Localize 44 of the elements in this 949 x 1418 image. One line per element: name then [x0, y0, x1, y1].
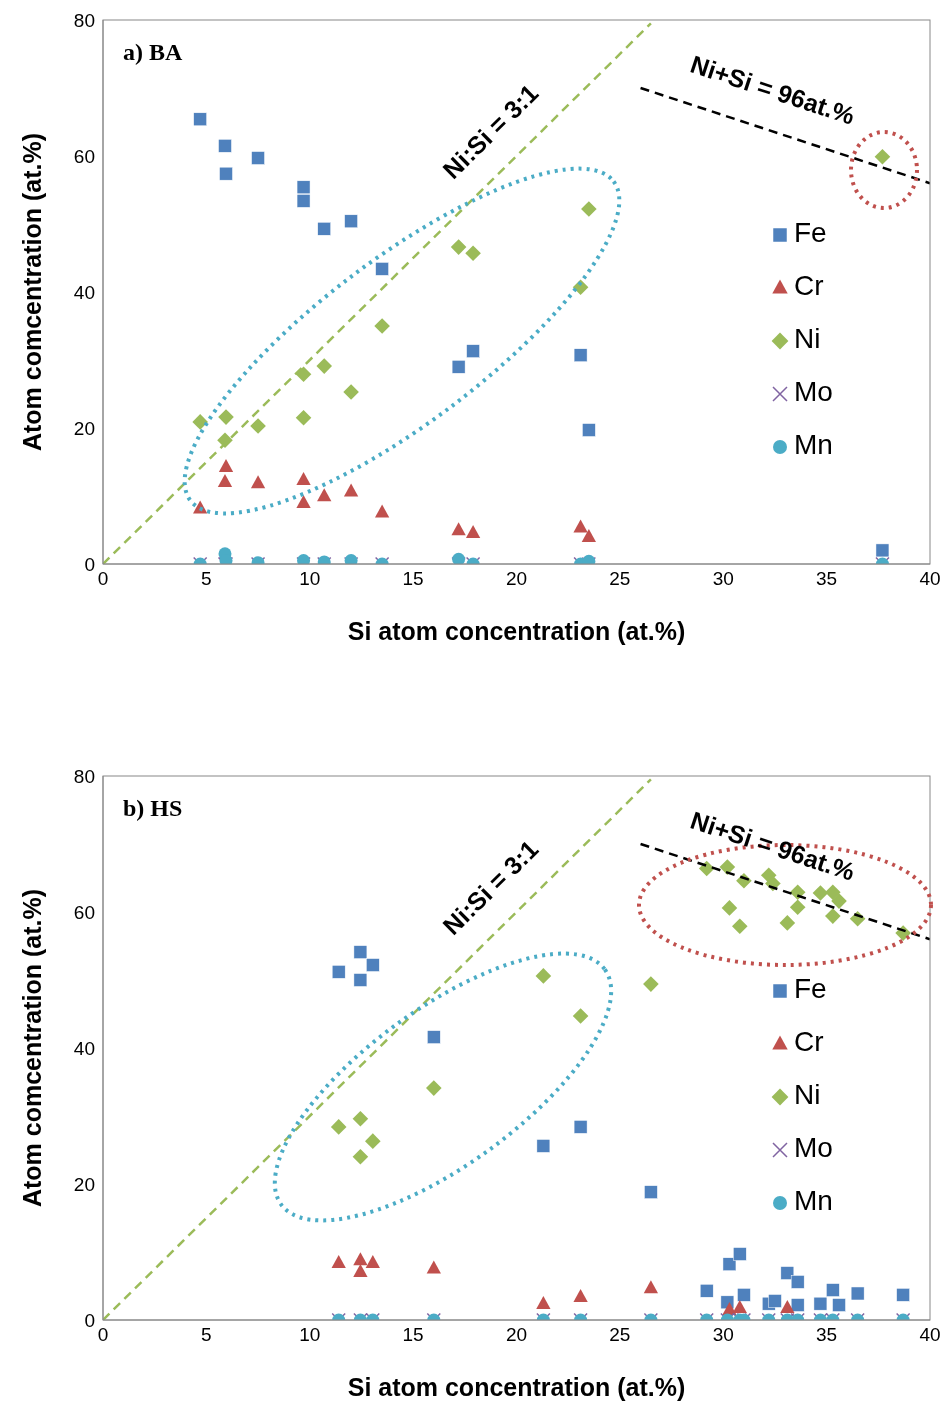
legend-label: Fe — [794, 973, 827, 1005]
legend-label: Cr — [794, 270, 824, 302]
annotation: Ni+Si = 96at.% — [687, 805, 859, 886]
y-tick-label: 20 — [73, 1173, 95, 1195]
y-tick-label: 60 — [73, 145, 95, 167]
x-tick-label: 30 — [712, 1324, 734, 1346]
x-tick-label: 20 — [505, 568, 528, 590]
legend-label: Fe — [794, 217, 827, 249]
y-tick-label: 80 — [73, 9, 95, 31]
x-tick-label: 10 — [299, 568, 321, 590]
y-tick-label: 60 — [73, 901, 95, 923]
x-tick-label: 15 — [402, 568, 424, 590]
legend-label: Mo — [794, 376, 833, 408]
legend-label: Cr — [794, 1026, 824, 1058]
x-tick-label: 20 — [505, 1324, 528, 1346]
x-tick-label: 40 — [919, 1324, 941, 1346]
text: a) BA — [123, 39, 183, 65]
y-tick-label: 20 — [73, 417, 95, 439]
y-tick-label: 0 — [84, 553, 95, 575]
annotation: Ni+Si = 96at.% — [687, 49, 859, 130]
legend-label: Mn — [794, 429, 833, 461]
x-tick-label: 10 — [299, 1324, 321, 1346]
x-tick-label: 5 — [201, 568, 212, 590]
y-axis-title: Atom comcentration (at.%) — [17, 888, 46, 1208]
x-tick-label: 15 — [402, 1324, 424, 1346]
x-axis-title: Si atom concentration (at.%) — [347, 1373, 686, 1401]
x-axis-title: Si atom concentration (at.%) — [347, 617, 686, 645]
x-tick-label: 25 — [609, 568, 631, 590]
legend-label: Ni — [794, 323, 821, 355]
x-tick-label: 35 — [816, 568, 838, 590]
y-tick-label: 0 — [84, 1309, 95, 1331]
y-tick-label: 80 — [73, 765, 95, 787]
x-tick-label: 40 — [919, 568, 941, 590]
text: b) HS — [123, 795, 183, 821]
x-tick-label: 5 — [201, 1324, 212, 1346]
legend-label: Mo — [794, 1132, 833, 1164]
y-tick-label: 40 — [73, 281, 95, 303]
x-tick-label: 25 — [609, 1324, 631, 1346]
legend-label: Mn — [794, 1185, 833, 1217]
y-tick-label: 40 — [73, 1037, 95, 1059]
legend-label: Ni — [794, 1079, 821, 1111]
x-tick-label: 30 — [712, 568, 734, 590]
x-tick-label: 35 — [816, 1324, 838, 1346]
y-axis-title: Atom comcentration (at.%) — [17, 132, 46, 452]
